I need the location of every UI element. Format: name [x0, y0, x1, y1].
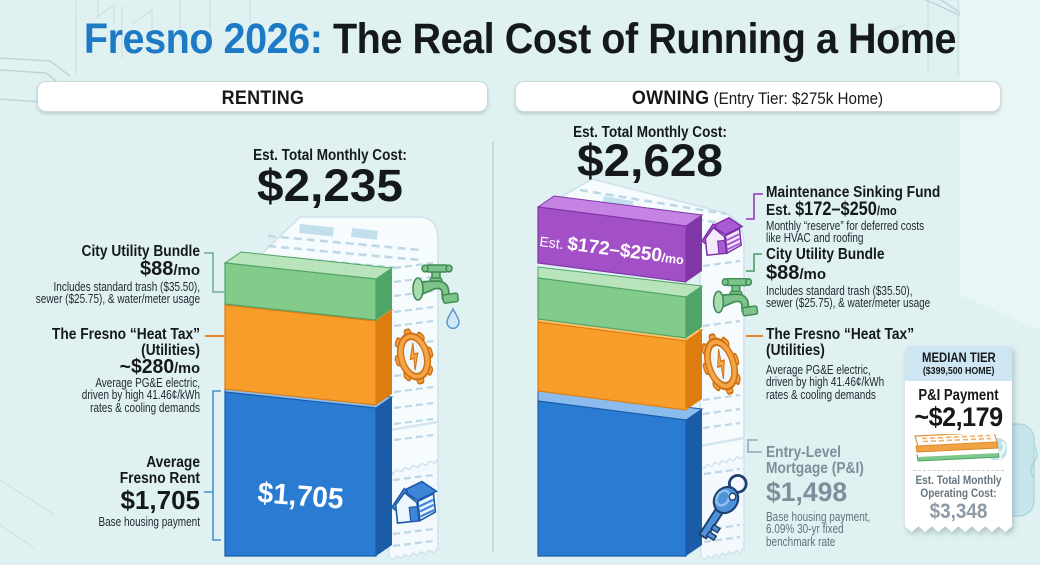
svg-text:$1,705: $1,705: [256, 477, 344, 516]
